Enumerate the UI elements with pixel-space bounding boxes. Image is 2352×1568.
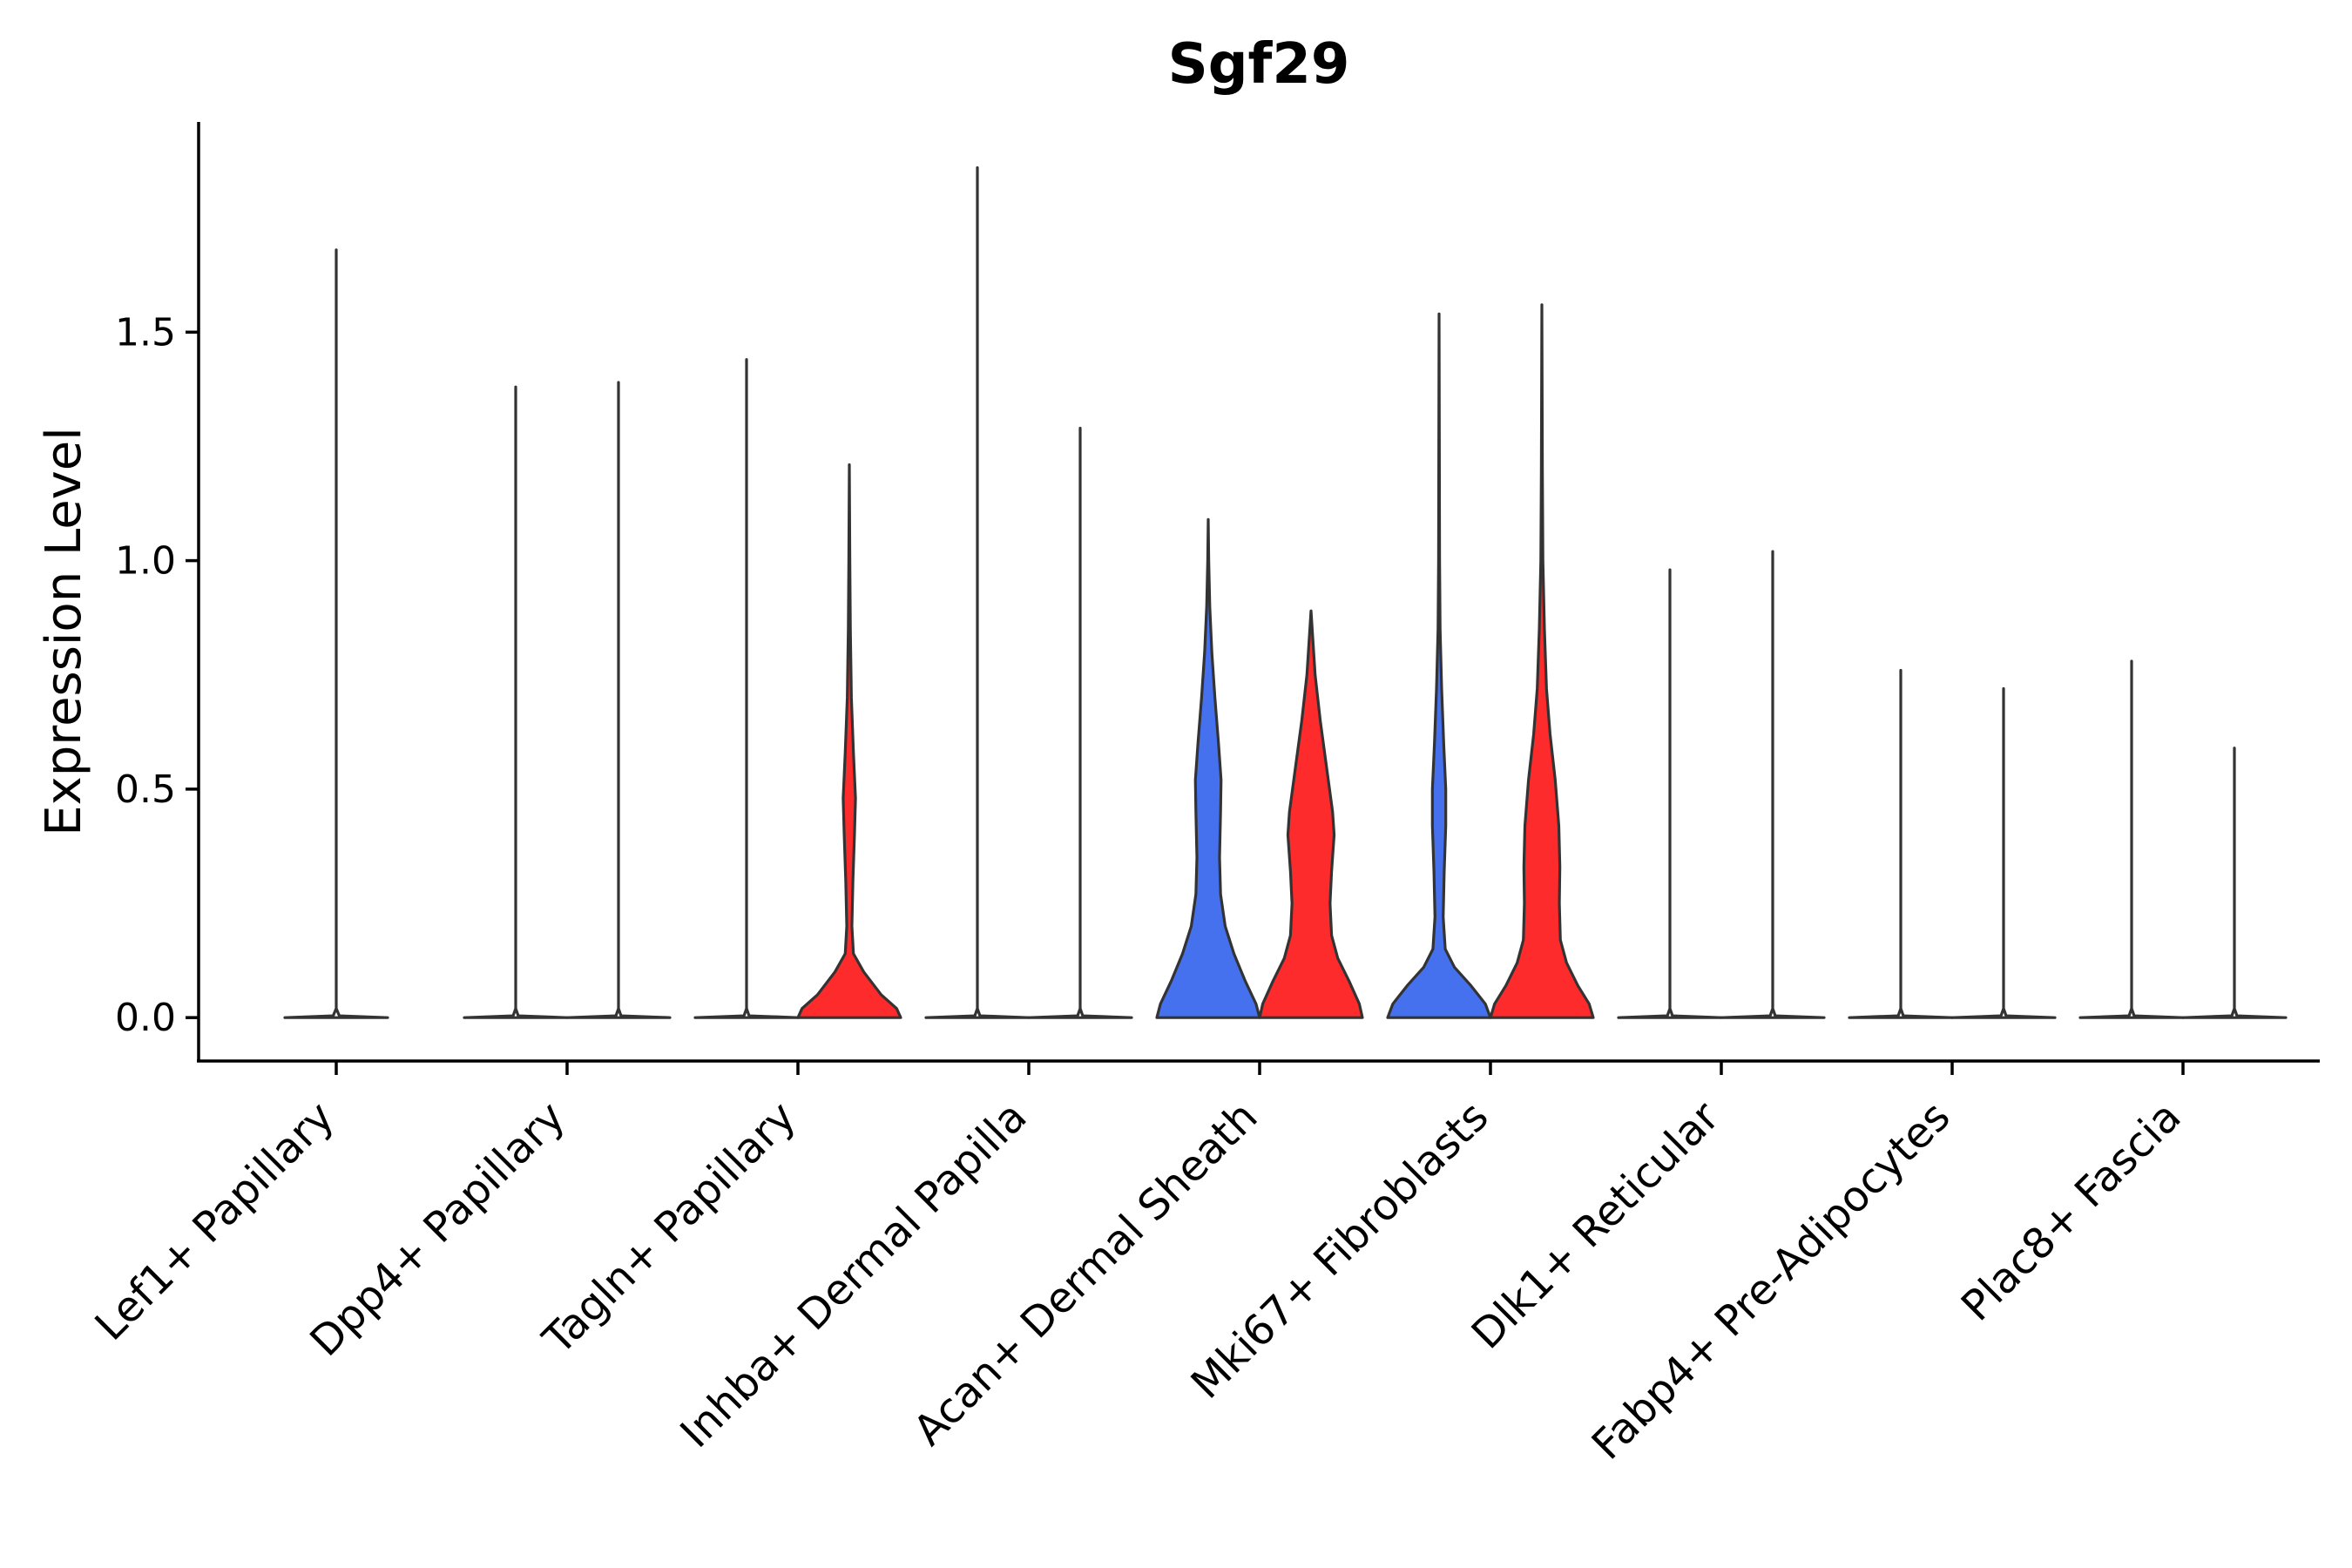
violin-dlk1-reticular-2 (1720, 550, 1826, 1019)
violin-tagln-papillary-1 (693, 358, 800, 1019)
violin-acan-dermal-sheath-1 (1155, 517, 1261, 1019)
violin-plac8-fascia-2 (2181, 747, 2288, 1019)
violin-plac8-fascia-1 (2078, 659, 2185, 1019)
violin-tagln-papillary-2 (796, 463, 902, 1019)
y-tick-label: 1.5 (115, 310, 176, 355)
x-tick-label-lef1-papillary: Lef1+ Papillary (86, 1092, 344, 1350)
violin-inhba-dermal-papilla-2 (1027, 426, 1133, 1019)
violin-layer (283, 166, 2288, 1019)
y-tick-label: 0.5 (115, 767, 176, 812)
chart-title: Sgf29 (1168, 32, 1350, 97)
x-tick-label-tagln-papillary: Tagln+ Papillary (533, 1092, 805, 1364)
violin-fabp4-pre-adipocytes-1 (1848, 668, 1954, 1019)
violin-dlk1-reticular-1 (1617, 568, 1723, 1019)
y-tick-label: 0.0 (115, 996, 176, 1040)
x-tick-label-dlk1-reticular: Dlk1+ Reticular (1463, 1092, 1729, 1359)
violin-dpp4-papillary-1 (463, 385, 569, 1019)
violin-acan-dermal-sheath-2 (1258, 609, 1364, 1019)
violin-lef1-papillary-1 (283, 248, 389, 1019)
x-tick-label-dpp4-papillary: Dpp4+ Papillary (301, 1092, 574, 1366)
x-tick-label-plac8-fascia: Plac8+ Fascia (1952, 1092, 2191, 1331)
y-tick-label: 1.0 (115, 539, 176, 584)
violin-fabp4-pre-adipocytes-2 (1950, 686, 2057, 1019)
violin-dpp4-papillary-2 (565, 381, 672, 1019)
y-axis-label: Expression Level (36, 427, 92, 836)
violin-mki67-fibroblasts-2 (1489, 303, 1595, 1019)
violin-inhba-dermal-papilla-1 (924, 166, 1031, 1019)
violin-mki67-fibroblasts-1 (1386, 312, 1492, 1019)
y-ticks: 0.0 0.5 1.0 1.5 (115, 310, 199, 1040)
